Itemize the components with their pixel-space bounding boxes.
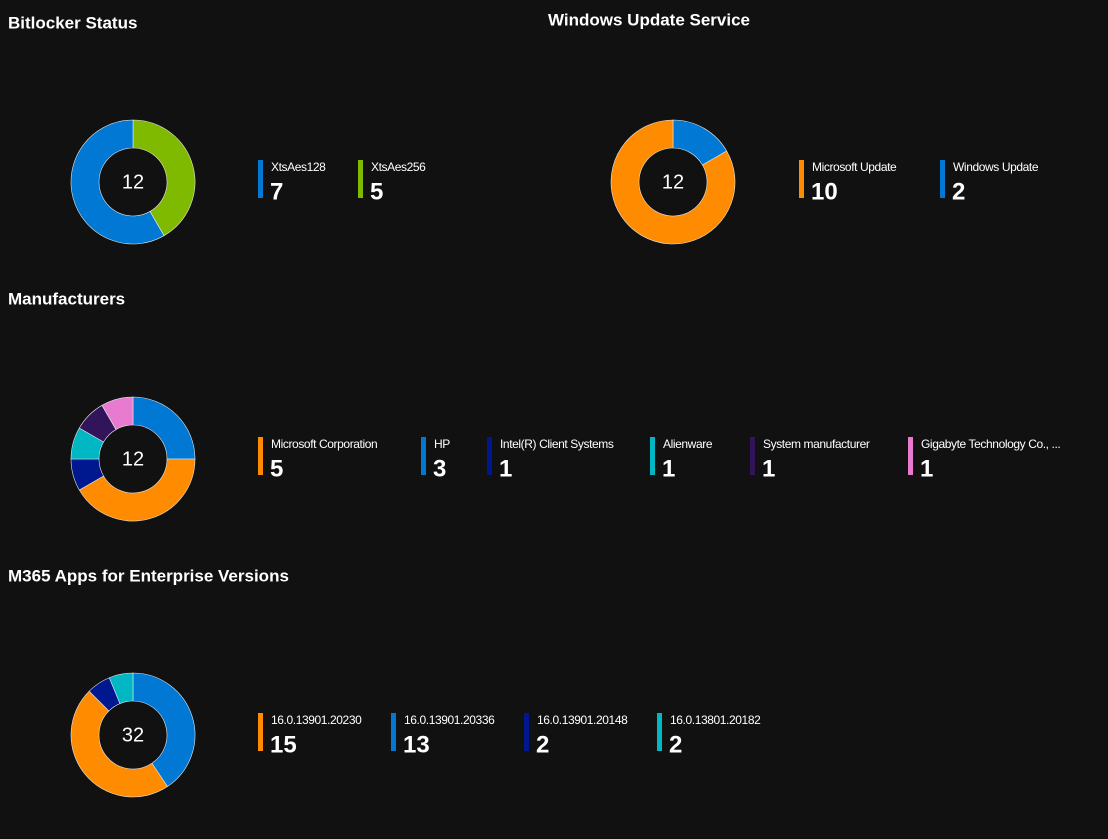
legend-value: 1: [662, 455, 675, 482]
donut-total: 12: [122, 448, 144, 470]
panel-title: M365 Apps for Enterprise Versions: [8, 566, 289, 585]
legend-value: 13: [403, 731, 430, 758]
legend-value: 3: [433, 455, 446, 482]
legend-label: Alienware: [663, 437, 713, 451]
legend-swatch: [750, 437, 755, 475]
legend-value: 5: [270, 455, 283, 482]
legend-swatch: [650, 437, 655, 475]
donut-total: 12: [662, 171, 684, 193]
legend-value: 1: [499, 455, 512, 482]
legend-swatch: [258, 713, 263, 751]
donut-segment: [70, 690, 168, 798]
legend-label: 16.0.13901.20148: [537, 713, 628, 727]
legend-label: Gigabyte Technology Co., ...: [921, 437, 1060, 451]
legend-swatch: [799, 160, 804, 198]
legend-swatch: [258, 160, 263, 198]
legend-value: 1: [762, 455, 775, 482]
legend-label: XtsAes128: [271, 160, 326, 174]
legend-label: 16.0.13901.20336: [404, 713, 495, 727]
legend-swatch: [358, 160, 363, 198]
legend-swatch: [657, 713, 662, 751]
legend-swatch: [391, 713, 396, 751]
legend-value: 2: [536, 731, 549, 758]
legend-label: System manufacturer: [763, 437, 870, 451]
panel-title: Bitlocker Status: [8, 13, 137, 32]
donut-segment: [108, 672, 134, 704]
panel-title: Windows Update Service: [548, 10, 750, 29]
legend-swatch: [487, 437, 492, 475]
legend-label: Windows Update: [953, 160, 1039, 174]
legend-label: Intel(R) Client Systems: [500, 437, 614, 451]
donut-segment: [70, 119, 165, 245]
legend-label: HP: [434, 437, 450, 451]
legend-swatch: [421, 437, 426, 475]
legend-label: Microsoft Update: [812, 160, 897, 174]
legend-value: 1: [920, 455, 933, 482]
donut-segment: [132, 672, 196, 787]
legend-value: 5: [370, 178, 383, 205]
legend-value: 2: [669, 731, 682, 758]
legend-swatch: [940, 160, 945, 198]
donut-total: 32: [122, 724, 144, 746]
donut-segment: [610, 119, 736, 245]
donut-total: 12: [122, 171, 144, 193]
donut-segment: [78, 458, 196, 522]
legend-label: XtsAes256: [371, 160, 426, 174]
donut-segment: [101, 396, 134, 430]
legend-label: Microsoft Corporation: [271, 437, 377, 451]
legend-value: 10: [811, 178, 838, 205]
donut-segment: [132, 119, 196, 237]
legend-swatch: [908, 437, 913, 475]
legend-label: 16.0.13901.20230: [271, 713, 362, 727]
legend-value: 2: [952, 178, 965, 205]
legend-swatch: [524, 713, 529, 751]
legend-swatch: [258, 437, 263, 475]
panel-title: Manufacturers: [8, 289, 125, 308]
legend-value: 15: [270, 731, 297, 758]
legend-value: 7: [270, 178, 283, 205]
legend-label: 16.0.13801.20182: [670, 713, 761, 727]
